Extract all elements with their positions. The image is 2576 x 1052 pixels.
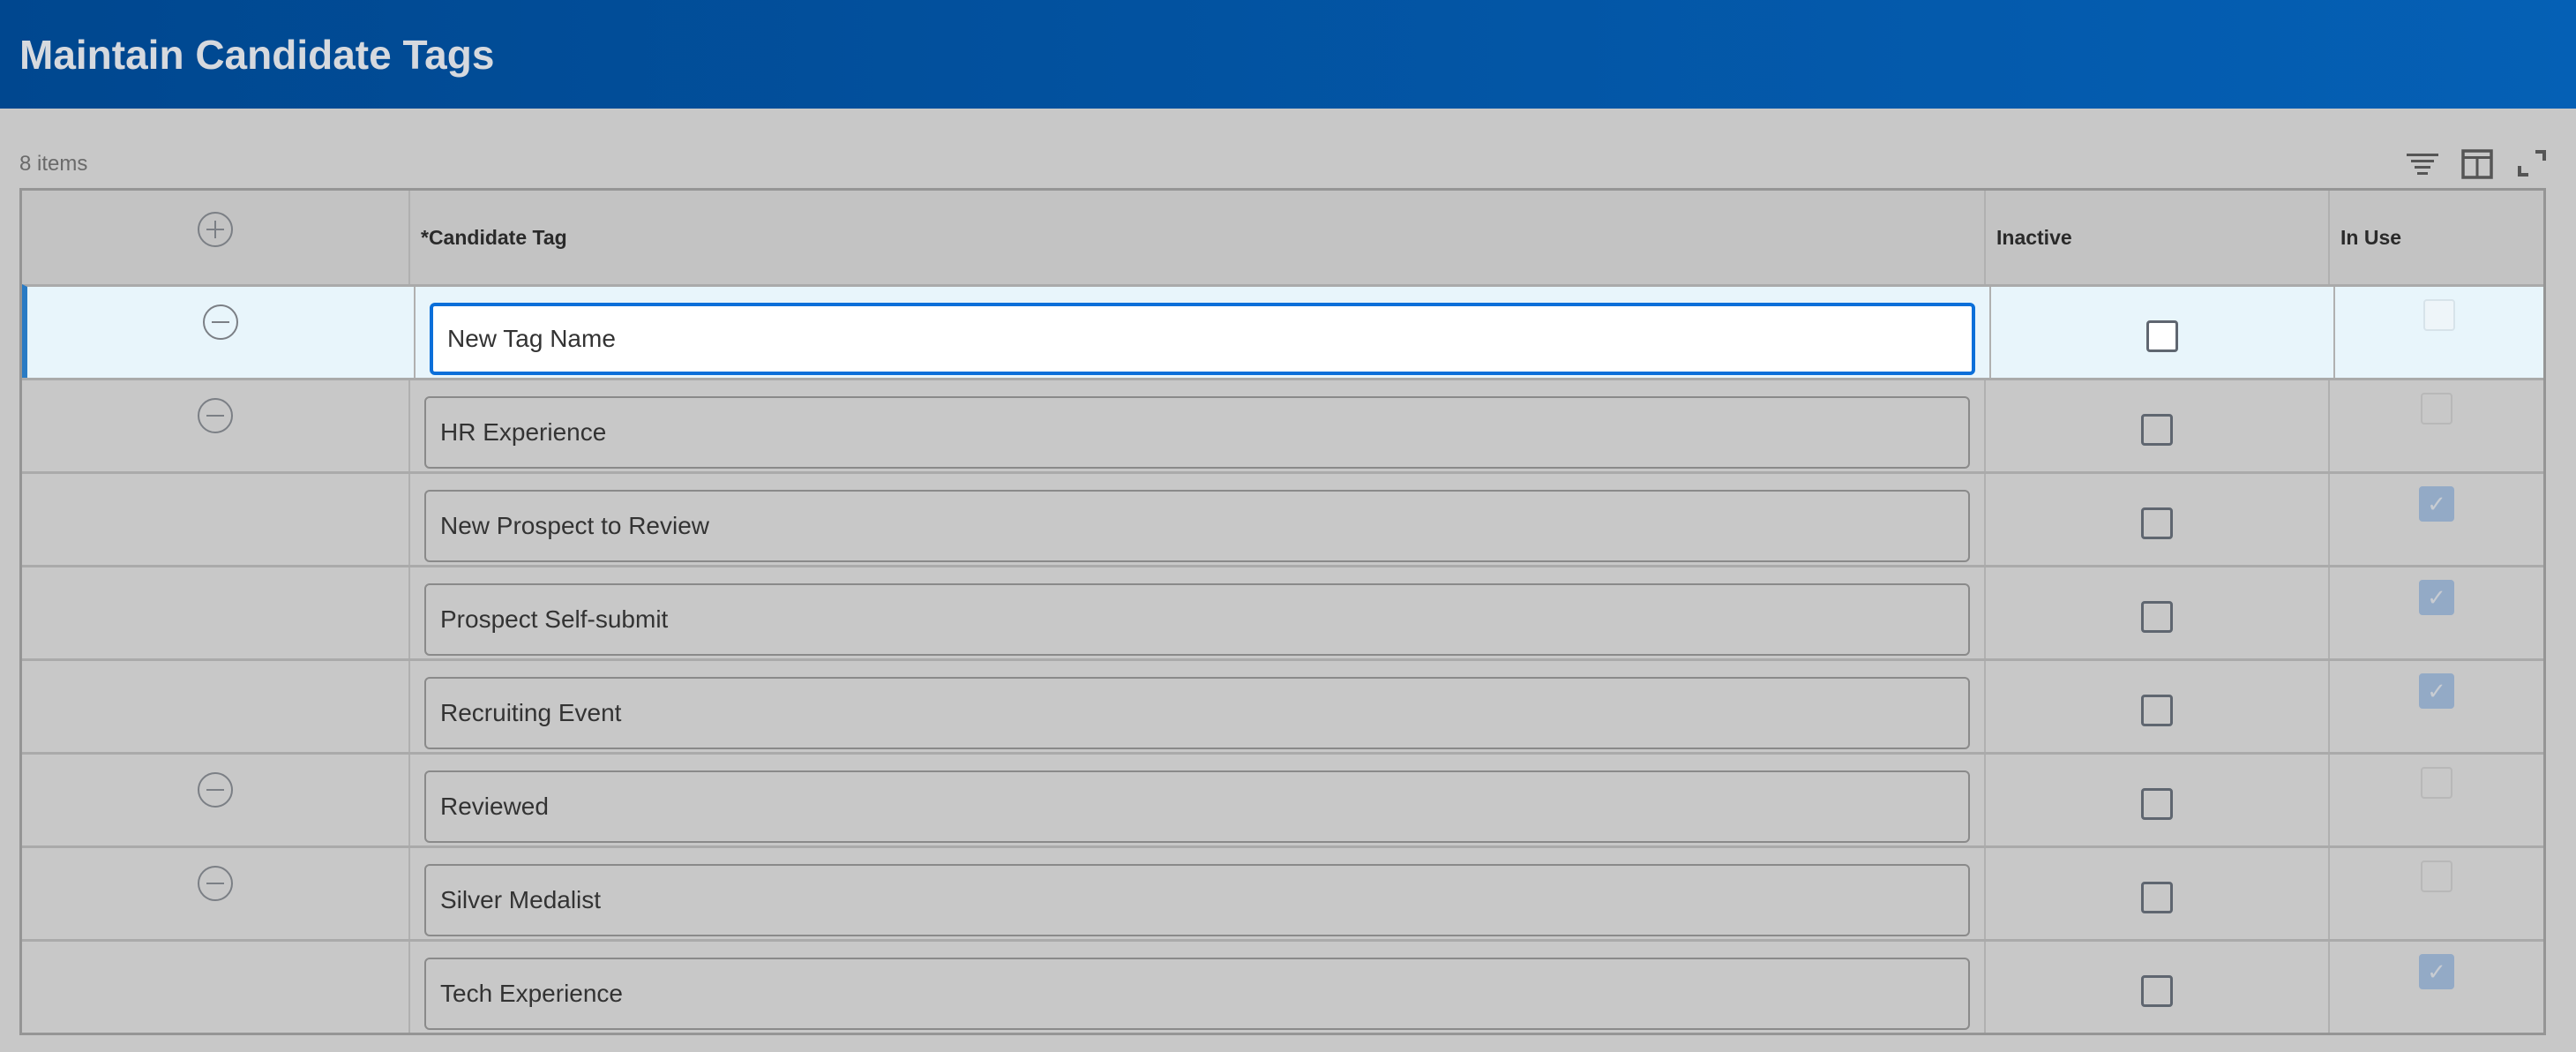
table-row: New Tag Name: [22, 284, 2543, 378]
in-use-checkbox: [2421, 393, 2452, 425]
in-use-checkbox: ✓: [2419, 486, 2454, 522]
add-row-icon[interactable]: [198, 212, 233, 247]
inactive-checkbox[interactable]: [2141, 788, 2173, 820]
remove-row-icon[interactable]: [203, 304, 238, 340]
in-use-checkbox: [2423, 299, 2455, 331]
column-header-inactive[interactable]: Inactive: [1996, 226, 2072, 249]
candidate-tag-input[interactable]: New Tag Name: [430, 303, 1975, 375]
remove-row-icon[interactable]: [198, 772, 233, 808]
candidate-tag-input[interactable]: Tech Experience: [424, 958, 1970, 1030]
table-row: Prospect Self-submit ✓: [22, 565, 2543, 658]
columns-icon[interactable]: [2460, 147, 2495, 182]
inactive-checkbox[interactable]: [2141, 601, 2173, 633]
table-row: HR Experience: [22, 378, 2543, 471]
table-row: Tech Experience ✓: [22, 939, 2543, 1033]
inactive-checkbox[interactable]: [2141, 695, 2173, 726]
remove-row-icon[interactable]: [198, 398, 233, 433]
inactive-checkbox[interactable]: [2146, 320, 2178, 352]
checkmark-icon: ✓: [2427, 678, 2446, 704]
in-use-checkbox: ✓: [2419, 580, 2454, 615]
checkmark-icon: ✓: [2427, 491, 2446, 517]
table-row: Reviewed: [22, 752, 2543, 845]
inactive-checkbox[interactable]: [2141, 507, 2173, 539]
filter-icon[interactable]: [2405, 147, 2440, 182]
checkmark-icon: ✓: [2427, 584, 2446, 611]
grid-toolbar: [2405, 147, 2550, 182]
remove-row-icon[interactable]: [198, 866, 233, 901]
column-header-candidate-tag[interactable]: *Candidate Tag: [421, 226, 567, 249]
inactive-checkbox[interactable]: [2141, 882, 2173, 913]
candidate-tag-input[interactable]: Reviewed: [424, 770, 1970, 843]
item-count: 8 items: [19, 152, 88, 176]
candidate-tag-input[interactable]: Recruiting Event: [424, 677, 1970, 749]
table-row: Recruiting Event ✓: [22, 658, 2543, 752]
candidate-tag-input[interactable]: Silver Medalist: [424, 864, 1970, 936]
grid-header-row: *Candidate Tag Inactive In Use: [22, 191, 2543, 284]
candidate-tag-input[interactable]: HR Experience: [424, 396, 1970, 469]
in-use-checkbox: ✓: [2419, 673, 2454, 709]
table-row: New Prospect to Review ✓: [22, 471, 2543, 565]
candidate-tag-input[interactable]: New Prospect to Review: [424, 490, 1970, 562]
page-title: Maintain Candidate Tags: [19, 31, 495, 78]
page-header: Maintain Candidate Tags: [0, 0, 2576, 109]
in-use-checkbox: ✓: [2419, 954, 2454, 989]
candidate-tags-grid: *Candidate Tag Inactive In Use New Tag N…: [19, 188, 2546, 1035]
candidate-tag-input[interactable]: Prospect Self-submit: [424, 583, 1970, 656]
column-header-in-use[interactable]: In Use: [2340, 226, 2402, 249]
checkmark-icon: ✓: [2427, 958, 2446, 985]
inactive-checkbox[interactable]: [2141, 414, 2173, 446]
fullscreen-icon[interactable]: [2514, 147, 2550, 182]
table-row: Silver Medalist: [22, 845, 2543, 939]
in-use-checkbox: [2421, 860, 2452, 892]
inactive-checkbox[interactable]: [2141, 975, 2173, 1007]
in-use-checkbox: [2421, 767, 2452, 799]
